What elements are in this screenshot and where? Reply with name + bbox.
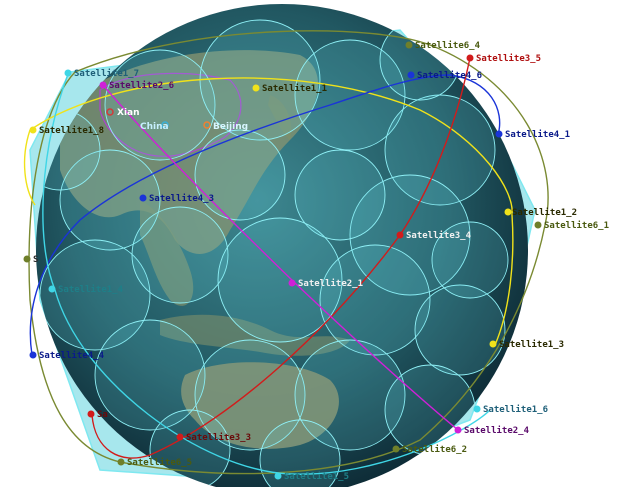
satellite-1-2[interactable]: Satellite1_2: [504, 207, 578, 218]
satellite-3-3[interactable]: Satellite3_3: [176, 432, 252, 443]
satellite-1-3[interactable]: Satellite1_3: [489, 339, 565, 350]
satellite-2-1[interactable]: Satellite2_1: [288, 278, 364, 289]
svg-text:Satellite6_5: Satellite6_5: [127, 457, 192, 468]
satellite-partial-sa[interactable]: Sa: [87, 410, 108, 420]
city-beijing-marker: [203, 121, 211, 129]
svg-text:Satellite1_1: Satellite1_1: [262, 83, 327, 94]
orbit-cyan: [42, 73, 491, 475]
orbit-yellow-left: [23, 129, 36, 206]
satellite-4-6[interactable]: Satellite4_6: [407, 70, 483, 81]
satellite-2-4[interactable]: Satellite2_4: [454, 425, 530, 436]
satellite-4-4[interactable]: Satellite4_4: [29, 350, 105, 361]
coverage-circles: [36, 19, 509, 487]
svg-text:Satellite2_4: Satellite2_4: [464, 425, 530, 436]
landmass-australia: [181, 362, 339, 449]
svg-text:Satellite1_5: Satellite1_5: [284, 471, 349, 482]
satellite-6-2[interactable]: Satellite6_2: [392, 444, 468, 455]
svg-text:Sa: Sa: [97, 410, 108, 420]
svg-text:Satellite3_4: Satellite3_4: [406, 230, 472, 241]
satellite-6-5[interactable]: Satellite6_5: [117, 457, 193, 468]
svg-text:Satellite4_1: Satellite4_1: [505, 129, 570, 140]
satellite-4-3[interactable]: Satellite4_3: [139, 193, 215, 204]
landmass-indochina: [140, 200, 194, 306]
svg-text:Satellite1_7: Satellite1_7: [74, 68, 139, 79]
svg-text:Satellite4_6: Satellite4_6: [417, 70, 482, 81]
satellite-6-1[interactable]: Satellite6_1: [534, 220, 610, 231]
satellite-1-5[interactable]: Satellite1_5: [274, 471, 350, 482]
satellite-3-4[interactable]: Satellite3_4: [396, 230, 472, 241]
city-markers: Xian China Beijing: [106, 108, 248, 132]
satellite-partial-s[interactable]: S: [23, 255, 39, 265]
china-border: [99, 72, 242, 157]
city-xian-marker: [106, 108, 114, 116]
landmass-japan: [268, 95, 292, 140]
city-china-label: China: [140, 122, 169, 132]
svg-text:S: S: [33, 255, 38, 265]
orbit-olive: [28, 30, 549, 475]
svg-text:Satellite1_6: Satellite1_6: [483, 404, 548, 415]
svg-text:Satellite3_3: Satellite3_3: [186, 432, 251, 443]
svg-text:Satellite4_4: Satellite4_4: [39, 350, 105, 361]
svg-text:Satellite6_1: Satellite6_1: [544, 220, 609, 231]
svg-text:Satellite3_5: Satellite3_5: [476, 53, 541, 64]
orbit-blue: [29, 74, 501, 356]
svg-text:Satellite2_6: Satellite2_6: [109, 80, 174, 91]
svg-text:Satellite6_2: Satellite6_2: [402, 444, 467, 455]
satellite-1-4[interactable]: Satellite1_4: [48, 284, 124, 295]
satellite-1-7[interactable]: Satellite1_7: [64, 68, 140, 79]
city-beijing-label: Beijing: [213, 122, 248, 132]
orbit-yellow: [29, 77, 514, 346]
svg-text:Satellite2_1: Satellite2_1: [298, 278, 363, 289]
city-xian-label: Xian: [117, 108, 140, 118]
satellite-1-1[interactable]: Satellite1_1: [252, 83, 328, 94]
svg-text:Satellite4_3: Satellite4_3: [149, 193, 214, 204]
satellite-2-6[interactable]: Satellite2_6: [99, 80, 175, 91]
city-china-marker: [161, 121, 169, 129]
svg-text:Satellite1_2: Satellite1_2: [512, 207, 577, 218]
satellite-1-8[interactable]: Satellite1_8: [29, 125, 105, 136]
satellite-3-5[interactable]: Satellite3_5: [466, 53, 542, 64]
svg-text:Satellite1_8: Satellite1_8: [39, 125, 104, 136]
satellite-1-6[interactable]: Satellite1_6: [473, 404, 549, 415]
satellite-6-4[interactable]: Satellite6_4: [405, 40, 481, 51]
orbit-red: [91, 57, 471, 459]
svg-text:Satellite1_4: Satellite1_4: [58, 284, 124, 295]
satellite-markers: Satellite1_1 Satellite1_2 Satellite1_3 S…: [23, 40, 610, 482]
svg-text:Satellite6_4: Satellite6_4: [415, 40, 481, 51]
satellite-4-1[interactable]: Satellite4_1: [495, 129, 571, 140]
svg-text:Satellite1_3: Satellite1_3: [499, 339, 564, 350]
